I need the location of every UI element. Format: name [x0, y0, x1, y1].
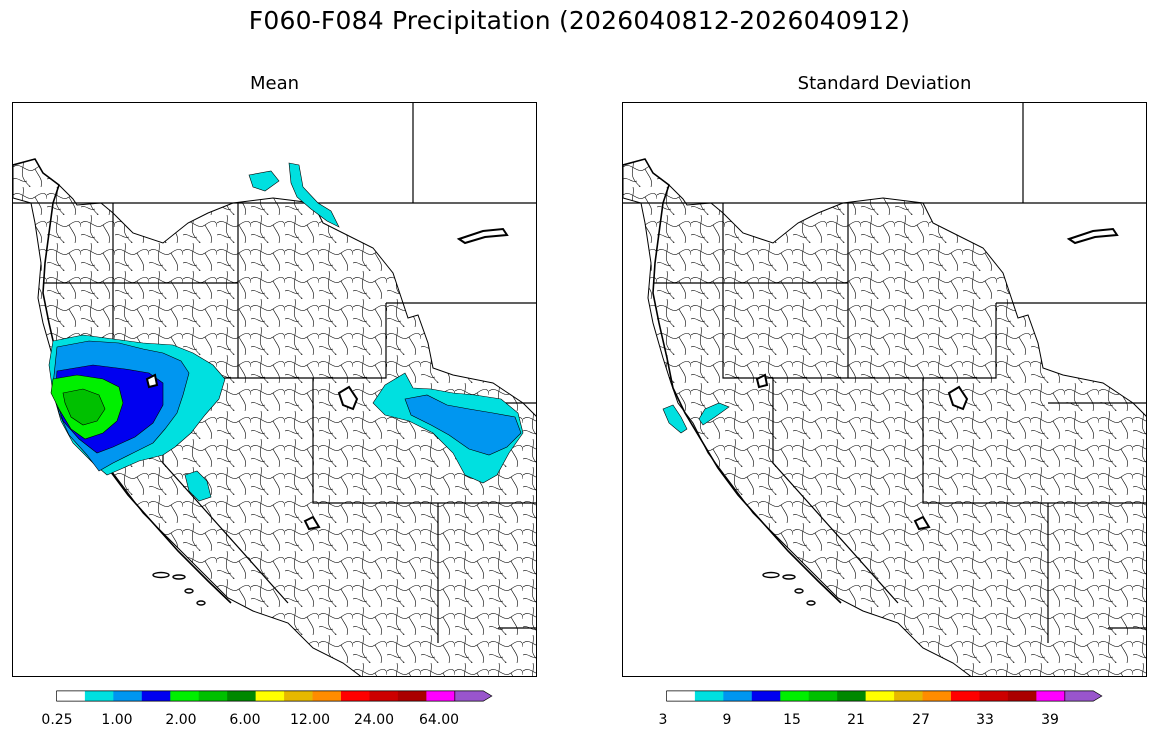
std-colorbar-segment	[666, 690, 696, 702]
mean-tick-label: 2.00	[165, 712, 197, 728]
mean-colorbar-segment	[227, 690, 256, 702]
mean-colorbar-segment	[170, 690, 200, 702]
mean-tick-label: 64.00	[418, 712, 460, 728]
std-colorbar-extend-arrow	[1064, 690, 1103, 702]
std-colorbar-segment	[780, 690, 810, 702]
std-map	[623, 103, 1146, 676]
precip-blue-wyoming	[404, 394, 522, 456]
channel-islands	[152, 571, 206, 606]
std-cyan-coast	[662, 404, 688, 434]
mean-colorbar-segment	[84, 690, 114, 702]
std-tick-label: 3	[658, 712, 668, 728]
std-tick-label: 27	[912, 712, 930, 728]
std-colorbar-segment	[894, 690, 923, 702]
std-colorbar-segment	[1036, 690, 1066, 702]
std-colorbar-segment	[808, 690, 838, 702]
std-panel-title: Standard Deviation	[797, 73, 972, 94]
mean-colorbar-outline	[56, 690, 455, 702]
mean-colorbar	[56, 690, 493, 702]
std-shading	[662, 402, 730, 434]
std-colorbar-segment	[723, 690, 753, 702]
mean-colorbar-segment	[369, 690, 399, 702]
precip-darkgreen-california	[62, 388, 106, 426]
mean-tick-label: 6.00	[229, 712, 261, 728]
mean-colorbar-segment	[255, 690, 285, 702]
std-tick-label: 33	[976, 712, 994, 728]
mean-colorbar-segment	[397, 690, 427, 702]
std-colorbar-outline	[666, 690, 1065, 702]
mean-tick-label: 1.00	[101, 712, 133, 728]
channel-islands	[762, 571, 816, 606]
figure-title: F060-F084 Precipitation (2026040812-2026…	[248, 6, 911, 35]
mean-colorbar-segment	[312, 690, 342, 702]
mean-colorbar-segment	[341, 690, 370, 702]
mean-colorbar-segment	[426, 690, 456, 702]
std-colorbar-segment	[951, 690, 980, 702]
mean-tick-label: 12.00	[289, 712, 331, 728]
std-colorbar	[666, 690, 1103, 702]
mean-colorbar-segment	[141, 690, 171, 702]
lakes	[755, 227, 1119, 531]
lakes	[145, 227, 509, 531]
state-borders	[623, 103, 1146, 643]
mean-panel-title: Mean	[249, 73, 300, 94]
std-tick-label: 9	[722, 712, 732, 728]
std-colorbar-segment	[979, 690, 1009, 702]
mean-tick-label: 24.00	[353, 712, 395, 728]
precip-shading	[48, 162, 524, 502]
std-cyan-delta	[698, 402, 730, 426]
std-tick-label: 39	[1041, 712, 1059, 728]
std-tick-label: 21	[847, 712, 865, 728]
mean-colorbar-segment	[56, 690, 86, 702]
mean-colorbar-segment	[113, 690, 143, 702]
mean-map-panel	[12, 102, 537, 677]
std-colorbar-segment	[1007, 690, 1037, 702]
mean-map	[13, 103, 536, 676]
std-colorbar-segment	[922, 690, 952, 702]
std-map-panel	[622, 102, 1147, 677]
mean-colorbar-segment	[284, 690, 313, 702]
std-colorbar-segment	[865, 690, 895, 702]
precip-cyan-nw	[248, 162, 340, 228]
mean-tick-label: 0.25	[41, 712, 73, 728]
mean-colorbar-extend-arrow	[454, 690, 493, 702]
std-colorbar-segment	[751, 690, 781, 702]
std-tick-label: 15	[783, 712, 801, 728]
precip-cyan-nevada-patch	[184, 470, 212, 502]
std-colorbar-segment	[837, 690, 866, 702]
mean-colorbar-segment	[198, 690, 228, 702]
coastline	[623, 158, 842, 604]
std-colorbar-segment	[694, 690, 724, 702]
